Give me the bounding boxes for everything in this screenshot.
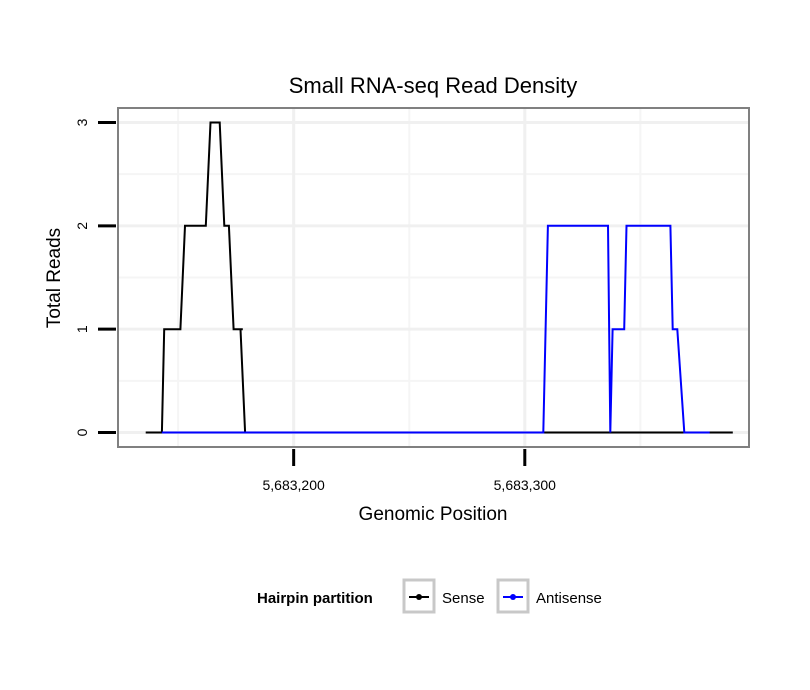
x-axis: 5,683,200 5,683,300 [263,449,556,493]
y-tick-label: 2 [74,222,90,230]
y-axis: 0 1 2 3 [74,118,116,436]
legend-label-antisense: Antisense [536,590,602,607]
legend-key-antisense [496,578,530,614]
legend-point-antisense [510,594,516,600]
legend-label-sense: Sense [442,590,485,607]
series-line-sense [145,121,733,434]
series-line-antisense [161,224,710,434]
plot-panel [117,107,750,448]
y-tick-label: 0 [74,428,90,436]
grid [118,108,749,447]
legend: Hairpin partition Sense Antisense [257,578,602,614]
y-tick-label: 1 [74,325,90,333]
x-axis-title: Genomic Position [359,504,508,525]
x-tick-label: 5,683,300 [494,477,556,493]
legend-title: Hairpin partition [257,590,373,607]
legend-point-sense [416,594,422,600]
x-tick-label: 5,683,200 [263,477,325,493]
series-layer [145,121,733,434]
y-tick-label: 3 [74,118,90,126]
chart-title: Small RNA-seq Read Density [289,73,578,98]
legend-key-sense [402,578,436,614]
y-axis-title: Total Reads [44,228,65,328]
